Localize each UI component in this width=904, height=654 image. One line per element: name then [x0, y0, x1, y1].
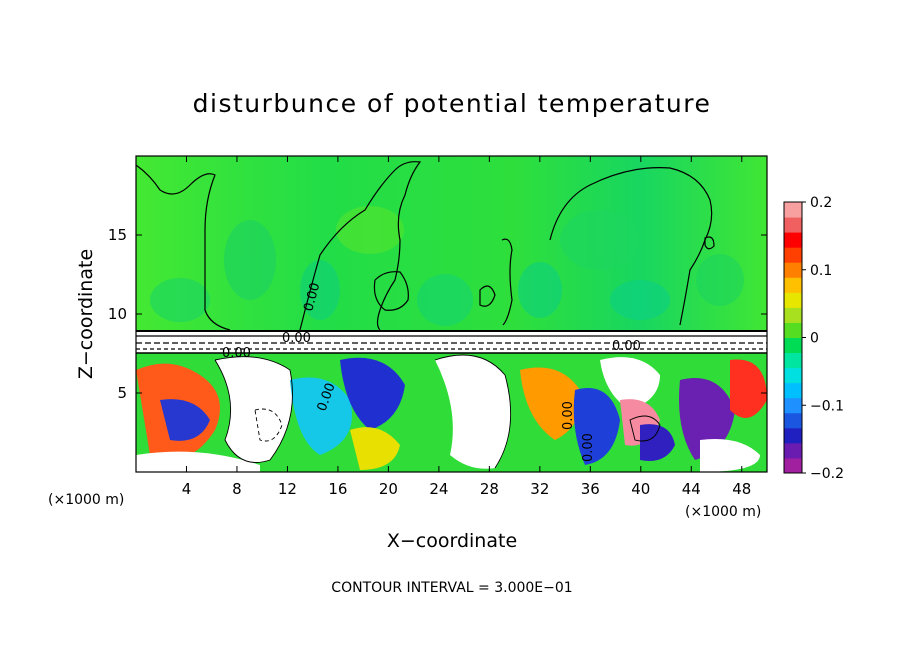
colorbar-tick-label: −0.2 — [810, 466, 844, 482]
contour-label: 0.00 — [222, 346, 251, 361]
upper-patch — [336, 206, 404, 254]
upper-patch — [518, 262, 562, 318]
upper-patch — [696, 254, 744, 306]
contour-lines — [136, 161, 767, 469]
upper-patch — [224, 220, 276, 300]
contour-label: 0.00 — [282, 331, 311, 346]
contour-upper-1 — [136, 164, 231, 331]
colorbar-tick-label: 0 — [810, 331, 819, 347]
y-axis: 5 10 15 — [108, 226, 767, 402]
eddy-white-2 — [600, 357, 660, 410]
x-axis-label: X−coordinate — [387, 530, 517, 552]
contour-lower-4 — [254, 408, 283, 442]
x-tick-label: 4 — [182, 480, 192, 498]
upper-patch — [610, 280, 670, 320]
colorbar-swatch — [784, 247, 802, 263]
chart-title: disturbunce of potential temperature — [193, 89, 712, 118]
lower-layer — [136, 353, 767, 472]
y-axis-label: Z−coordinate — [75, 249, 97, 379]
colorbar-frame — [783, 201, 803, 474]
contour-upper-6 — [479, 285, 496, 307]
colorbar-tick-label: −0.1 — [810, 398, 844, 414]
eddy-blue-3 — [640, 424, 675, 461]
upper-layer-patches — [150, 206, 744, 326]
x-tick-label: 16 — [328, 480, 347, 498]
colorbar-tick-label: 0.2 — [810, 195, 832, 211]
x-tick-label: 20 — [379, 480, 398, 498]
upper-patch — [150, 278, 210, 322]
x-axis: 4 8 12 16 20 24 28 32 36 40 44 48 — [182, 156, 751, 498]
upper-patch — [417, 274, 473, 326]
eddy-red-2 — [730, 359, 767, 418]
y-tick-label: 10 — [108, 305, 127, 323]
colorbar-swatch — [784, 307, 802, 323]
eddy-white-4 — [700, 439, 760, 472]
x-tick-label: 24 — [429, 480, 448, 498]
colorbar-swatch — [784, 217, 802, 233]
colorbar-swatch — [784, 337, 802, 354]
plot-area: 0.00 0.00 0.00 0.00 0.00 0.00 0.00 — [136, 156, 767, 472]
colorbar-swatch — [784, 292, 802, 308]
contour-upper-5 — [501, 238, 513, 326]
y-tick-label: 5 — [117, 384, 127, 402]
x-tick-label: 40 — [631, 480, 650, 498]
x-tick-label: 48 — [732, 480, 751, 498]
contour-upper-3 — [373, 271, 409, 311]
colorbar-swatch — [784, 412, 802, 429]
eddy-cyan-2 — [160, 399, 210, 441]
contour-lower-1 — [214, 356, 293, 463]
x-tick-label: 8 — [232, 480, 242, 498]
colorbar: −0.2 −0.1 0 0.1 0.2 — [784, 195, 844, 482]
contour-labels: 0.00 0.00 0.00 0.00 0.00 0.00 0.00 — [222, 281, 641, 462]
colorbar-swatch — [784, 457, 802, 474]
eddy-white-large — [435, 355, 511, 469]
contour-interval-text: CONTOUR INTERVAL = 3.000E−01 — [331, 580, 572, 596]
colorbar-swatch — [784, 277, 802, 293]
contour-label: 0.00 — [581, 433, 596, 462]
colorbar-swatch — [784, 232, 802, 248]
x-unit-left: (×1000 m) — [48, 492, 124, 508]
contour-upper-2 — [299, 161, 422, 331]
contour-label: 0.00 — [301, 281, 323, 313]
colorbar-swatch — [784, 202, 802, 218]
colorbar-swatch — [784, 382, 802, 399]
y-tick-label: 15 — [108, 226, 127, 244]
x-tick-label: 36 — [581, 480, 600, 498]
contour-lower-2 — [434, 354, 512, 469]
x-tick-label: 12 — [278, 480, 297, 498]
colorbar-tick-label: 0.1 — [810, 263, 832, 279]
contour-upper-7 — [704, 236, 715, 250]
x-tick-label: 44 — [682, 480, 701, 498]
colorbar-swatch — [784, 397, 802, 414]
colorbar-swatch — [784, 322, 802, 338]
contour-label: 0.00 — [612, 339, 641, 354]
eddy-orange — [520, 367, 581, 440]
colorbar-swatch — [784, 367, 802, 384]
upper-patch — [560, 210, 640, 270]
contour-upper-4 — [549, 167, 713, 326]
x-tick-label: 28 — [480, 480, 499, 498]
colorbar-swatch — [784, 352, 802, 369]
eddy-yellow — [350, 427, 400, 470]
eddy-blue-2 — [573, 388, 620, 465]
eddy-white — [215, 356, 293, 463]
eddy-blue — [340, 357, 405, 430]
contour-lower-3 — [629, 415, 661, 442]
eddy-white-3 — [136, 451, 260, 472]
eddy-cyan — [290, 377, 352, 455]
colorbar-swatch — [784, 262, 802, 278]
x-tick-label: 32 — [530, 480, 549, 498]
upper-patch — [300, 260, 340, 320]
colorbar-swatch — [784, 427, 802, 444]
colorbar-swatch — [784, 442, 802, 459]
contour-label: 0.00 — [561, 401, 576, 430]
x-unit-right: (×1000 m) — [685, 504, 761, 520]
